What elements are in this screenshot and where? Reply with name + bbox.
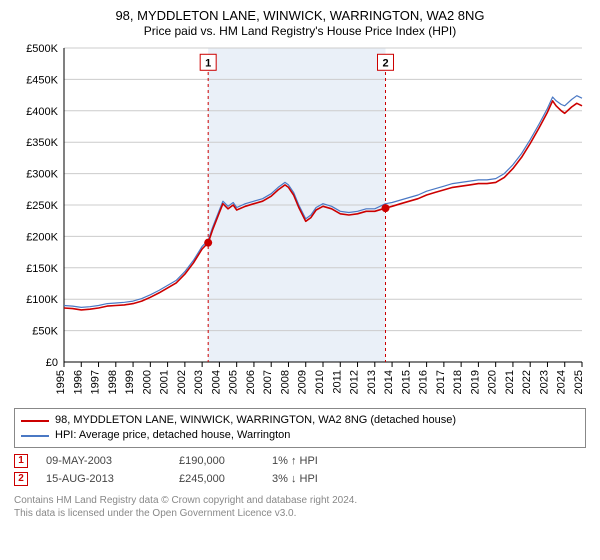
svg-text:1996: 1996 xyxy=(72,370,84,394)
svg-text:1: 1 xyxy=(205,58,211,70)
legend-row: HPI: Average price, detached house, Warr… xyxy=(21,428,579,443)
svg-text:1998: 1998 xyxy=(107,370,119,394)
svg-text:2007: 2007 xyxy=(262,370,274,394)
sale-hpi-diff: 3% ↓ HPI xyxy=(272,473,362,485)
svg-text:2009: 2009 xyxy=(297,370,309,394)
svg-text:2015: 2015 xyxy=(400,370,412,394)
svg-text:1999: 1999 xyxy=(124,370,136,394)
legend-label: HPI: Average price, detached house, Warr… xyxy=(55,428,290,443)
svg-text:2008: 2008 xyxy=(279,370,291,394)
svg-text:2004: 2004 xyxy=(210,370,222,394)
footer-attribution: Contains HM Land Registry data © Crown c… xyxy=(14,494,586,520)
sale-marker: 2 xyxy=(14,472,28,486)
svg-text:£500K: £500K xyxy=(26,43,58,55)
svg-text:2011: 2011 xyxy=(331,370,343,394)
svg-text:2017: 2017 xyxy=(435,370,447,394)
svg-text:£150K: £150K xyxy=(26,263,58,275)
sale-row: 2 15-AUG-2013 £245,000 3% ↓ HPI xyxy=(14,472,586,486)
legend-label: 98, MYDDLETON LANE, WINWICK, WARRINGTON,… xyxy=(55,413,456,428)
svg-text:2012: 2012 xyxy=(349,370,361,394)
legend-swatch xyxy=(21,420,49,422)
svg-text:2022: 2022 xyxy=(521,370,533,394)
svg-text:£450K: £450K xyxy=(26,75,58,87)
footer-line-2: This data is licensed under the Open Gov… xyxy=(14,507,586,520)
svg-text:2024: 2024 xyxy=(556,370,568,394)
svg-text:2023: 2023 xyxy=(538,370,550,394)
svg-text:2014: 2014 xyxy=(383,370,395,394)
sale-hpi-diff: 1% ↑ HPI xyxy=(272,455,362,467)
svg-text:2018: 2018 xyxy=(452,370,464,394)
svg-text:2005: 2005 xyxy=(228,370,240,394)
legend-row: 98, MYDDLETON LANE, WINWICK, WARRINGTON,… xyxy=(21,413,579,428)
sale-marker: 1 xyxy=(14,454,28,468)
svg-text:1997: 1997 xyxy=(90,370,102,394)
svg-text:2000: 2000 xyxy=(141,370,153,394)
svg-text:2019: 2019 xyxy=(469,370,481,394)
chart-container: 98, MYDDLETON LANE, WINWICK, WARRINGTON,… xyxy=(0,0,600,560)
svg-text:2003: 2003 xyxy=(193,370,205,394)
svg-text:£250K: £250K xyxy=(26,200,58,212)
svg-text:2013: 2013 xyxy=(366,370,378,394)
svg-text:2010: 2010 xyxy=(314,370,326,394)
sale-row: 1 09-MAY-2003 £190,000 1% ↑ HPI xyxy=(14,454,586,468)
sale-date: 15-AUG-2013 xyxy=(46,473,161,485)
svg-text:£300K: £300K xyxy=(26,169,58,181)
sale-price: £245,000 xyxy=(179,473,254,485)
sale-price: £190,000 xyxy=(179,455,254,467)
svg-text:£100K: £100K xyxy=(26,294,58,306)
svg-text:2: 2 xyxy=(382,58,388,70)
svg-text:£50K: £50K xyxy=(32,326,58,338)
svg-text:2020: 2020 xyxy=(487,370,499,394)
svg-text:£0: £0 xyxy=(46,357,58,369)
sale-date: 09-MAY-2003 xyxy=(46,455,161,467)
sales-table: 1 09-MAY-2003 £190,000 1% ↑ HPI 2 15-AUG-2013… xyxy=(14,454,586,490)
svg-text:2016: 2016 xyxy=(418,370,430,394)
svg-text:2025: 2025 xyxy=(573,370,585,394)
svg-text:2002: 2002 xyxy=(176,370,188,394)
svg-text:£200K: £200K xyxy=(26,232,58,244)
chart-title: 98, MYDDLETON LANE, WINWICK, WARRINGTON,… xyxy=(14,8,586,24)
svg-text:1995: 1995 xyxy=(55,370,67,394)
chart-subtitle: Price paid vs. HM Land Registry's House … xyxy=(14,24,586,38)
line-chart-svg: £0 £50K £100K £150K £200K £250K £300K £350K £400… xyxy=(14,42,586,402)
chart-plot-area: £0 £50K £100K £150K £200K £250K £300K £350K £400… xyxy=(14,42,586,402)
svg-text:£350K: £350K xyxy=(26,137,58,149)
footer-line-1: Contains HM Land Registry data © Crown c… xyxy=(14,494,586,507)
svg-text:£400K: £400K xyxy=(26,106,58,118)
svg-text:2001: 2001 xyxy=(159,370,171,394)
svg-text:2006: 2006 xyxy=(245,370,257,394)
svg-text:2021: 2021 xyxy=(504,370,516,394)
legend-swatch xyxy=(21,435,49,437)
legend-box: 98, MYDDLETON LANE, WINWICK, WARRINGTON,… xyxy=(14,408,586,448)
